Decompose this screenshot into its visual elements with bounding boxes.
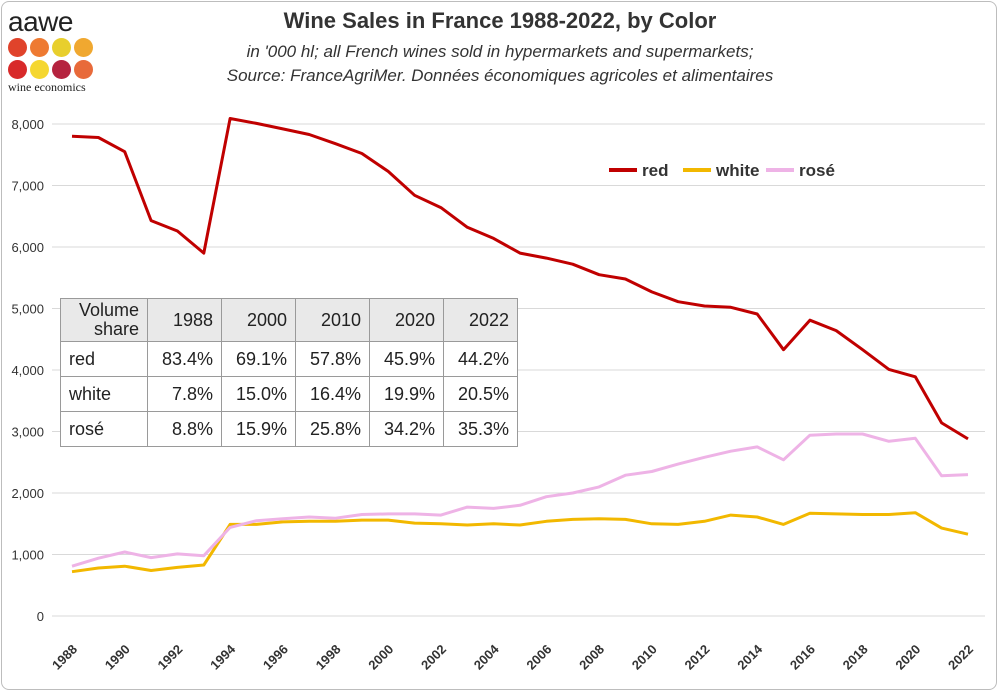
table-cell: 57.8% xyxy=(295,341,370,377)
table-cell: 15.9% xyxy=(221,411,296,447)
table-year-header: 2010 xyxy=(295,298,370,342)
x-tick-label: 1998 xyxy=(313,642,344,673)
chart-subtitle-line-1: in '000 hl; all French wines sold in hyp… xyxy=(246,42,754,61)
y-tick-label: 2,000 xyxy=(11,486,44,501)
aawe-logo: aawe wine economics xyxy=(8,8,108,102)
table-corner-line-2: share xyxy=(93,319,139,339)
logo-dot xyxy=(30,60,49,79)
logo-dot xyxy=(74,60,93,79)
logo-dots xyxy=(8,38,108,79)
table-row-label: rosé xyxy=(60,411,148,447)
table-row-label: red xyxy=(60,341,148,377)
x-tick-label: 2010 xyxy=(629,642,660,673)
logo-dot xyxy=(74,38,93,57)
table-row: red 83.4% 69.1% 57.8% 45.9% 44.2% xyxy=(60,341,518,377)
x-tick-label: 1988 xyxy=(49,642,80,673)
x-tick-label: 2018 xyxy=(840,642,871,673)
x-tick-label: 1990 xyxy=(102,642,133,673)
table-cell: 20.5% xyxy=(443,376,518,412)
legend: red white rosé xyxy=(609,161,835,180)
table-corner-line-1: Volume xyxy=(78,300,139,320)
x-tick-label: 2016 xyxy=(787,642,818,673)
table-cell: 34.2% xyxy=(369,411,444,447)
x-tick-label: 1996 xyxy=(260,642,291,673)
table-row: white 7.8% 15.0% 16.4% 19.9% 20.5% xyxy=(60,376,518,412)
table-row: rosé 8.8% 15.9% 25.8% 34.2% 35.3% xyxy=(60,411,518,447)
table-year-header: 2000 xyxy=(221,298,296,342)
table-cell: 19.9% xyxy=(369,376,444,412)
x-tick-label: 2012 xyxy=(682,642,713,673)
x-axis-ticks: 1988 1990 1992 1994 1996 1998 2000 2002 2004 2006… xyxy=(49,641,976,673)
y-axis-ticks: 0 1,000 2,000 3,000 4,000 5,000 6,000 7,000 8,00… xyxy=(11,117,44,624)
x-tick-label: 2022 xyxy=(945,642,976,673)
series-line-white xyxy=(71,511,969,574)
logo-wordmark: aawe xyxy=(8,6,73,37)
table-cell: 7.8% xyxy=(147,376,222,412)
legend-label: red xyxy=(642,161,668,180)
table-year-header: 1988 xyxy=(147,298,222,342)
x-tick-label: 2006 xyxy=(523,642,554,673)
table-cell: 83.4% xyxy=(147,341,222,377)
logo-tagline: wine economics xyxy=(8,80,86,94)
y-tick-label: 0 xyxy=(37,609,44,624)
y-tick-label: 7,000 xyxy=(11,179,44,194)
table-cell: 15.0% xyxy=(221,376,296,412)
series-line-red xyxy=(71,117,969,441)
logo-dot xyxy=(52,38,71,57)
x-tick-label: 2020 xyxy=(892,642,923,673)
series-line-rose xyxy=(71,432,969,568)
table-header-row: Volume share 1988 2000 2010 2020 2022 xyxy=(60,298,518,342)
x-tick-label: 2002 xyxy=(418,642,449,673)
table-row-label: white xyxy=(60,376,148,412)
table-year-header: 2020 xyxy=(369,298,444,342)
logo-dot xyxy=(8,60,27,79)
table-cell: 45.9% xyxy=(369,341,444,377)
series-lines xyxy=(71,117,969,574)
x-tick-label: 2000 xyxy=(365,642,396,673)
logo-dot xyxy=(52,60,71,79)
y-tick-label: 3,000 xyxy=(11,425,44,440)
y-tick-label: 6,000 xyxy=(11,240,44,255)
chart-title: Wine Sales in France 1988-2022, by Color xyxy=(283,8,717,33)
logo-dot xyxy=(30,38,49,57)
x-tick-label: 2014 xyxy=(734,641,766,673)
x-tick-label: 2008 xyxy=(576,642,607,673)
y-tick-label: 5,000 xyxy=(11,302,44,317)
table-corner-label: Volume share xyxy=(60,298,148,342)
y-tick-label: 8,000 xyxy=(11,117,44,132)
table-cell: 25.8% xyxy=(295,411,370,447)
table-cell: 44.2% xyxy=(443,341,518,377)
x-tick-label: 2004 xyxy=(471,641,503,673)
y-tick-label: 4,000 xyxy=(11,363,44,378)
table-cell: 35.3% xyxy=(443,411,518,447)
table-cell: 69.1% xyxy=(221,341,296,377)
table-year-header: 2022 xyxy=(443,298,518,342)
x-tick-label: 1992 xyxy=(154,642,185,673)
y-tick-label: 1,000 xyxy=(11,548,44,563)
legend-label: rosé xyxy=(799,161,835,180)
legend-label: white xyxy=(715,161,759,180)
x-tick-label: 1994 xyxy=(207,641,239,673)
volume-share-table: Volume share 1988 2000 2010 2020 2022 re… xyxy=(60,298,518,447)
chart-subtitle-line-2: Source: FranceAgriMer. Données économiqu… xyxy=(226,66,774,85)
table-cell: 16.4% xyxy=(295,376,370,412)
table-cell: 8.8% xyxy=(147,411,222,447)
logo-dot xyxy=(8,38,27,57)
